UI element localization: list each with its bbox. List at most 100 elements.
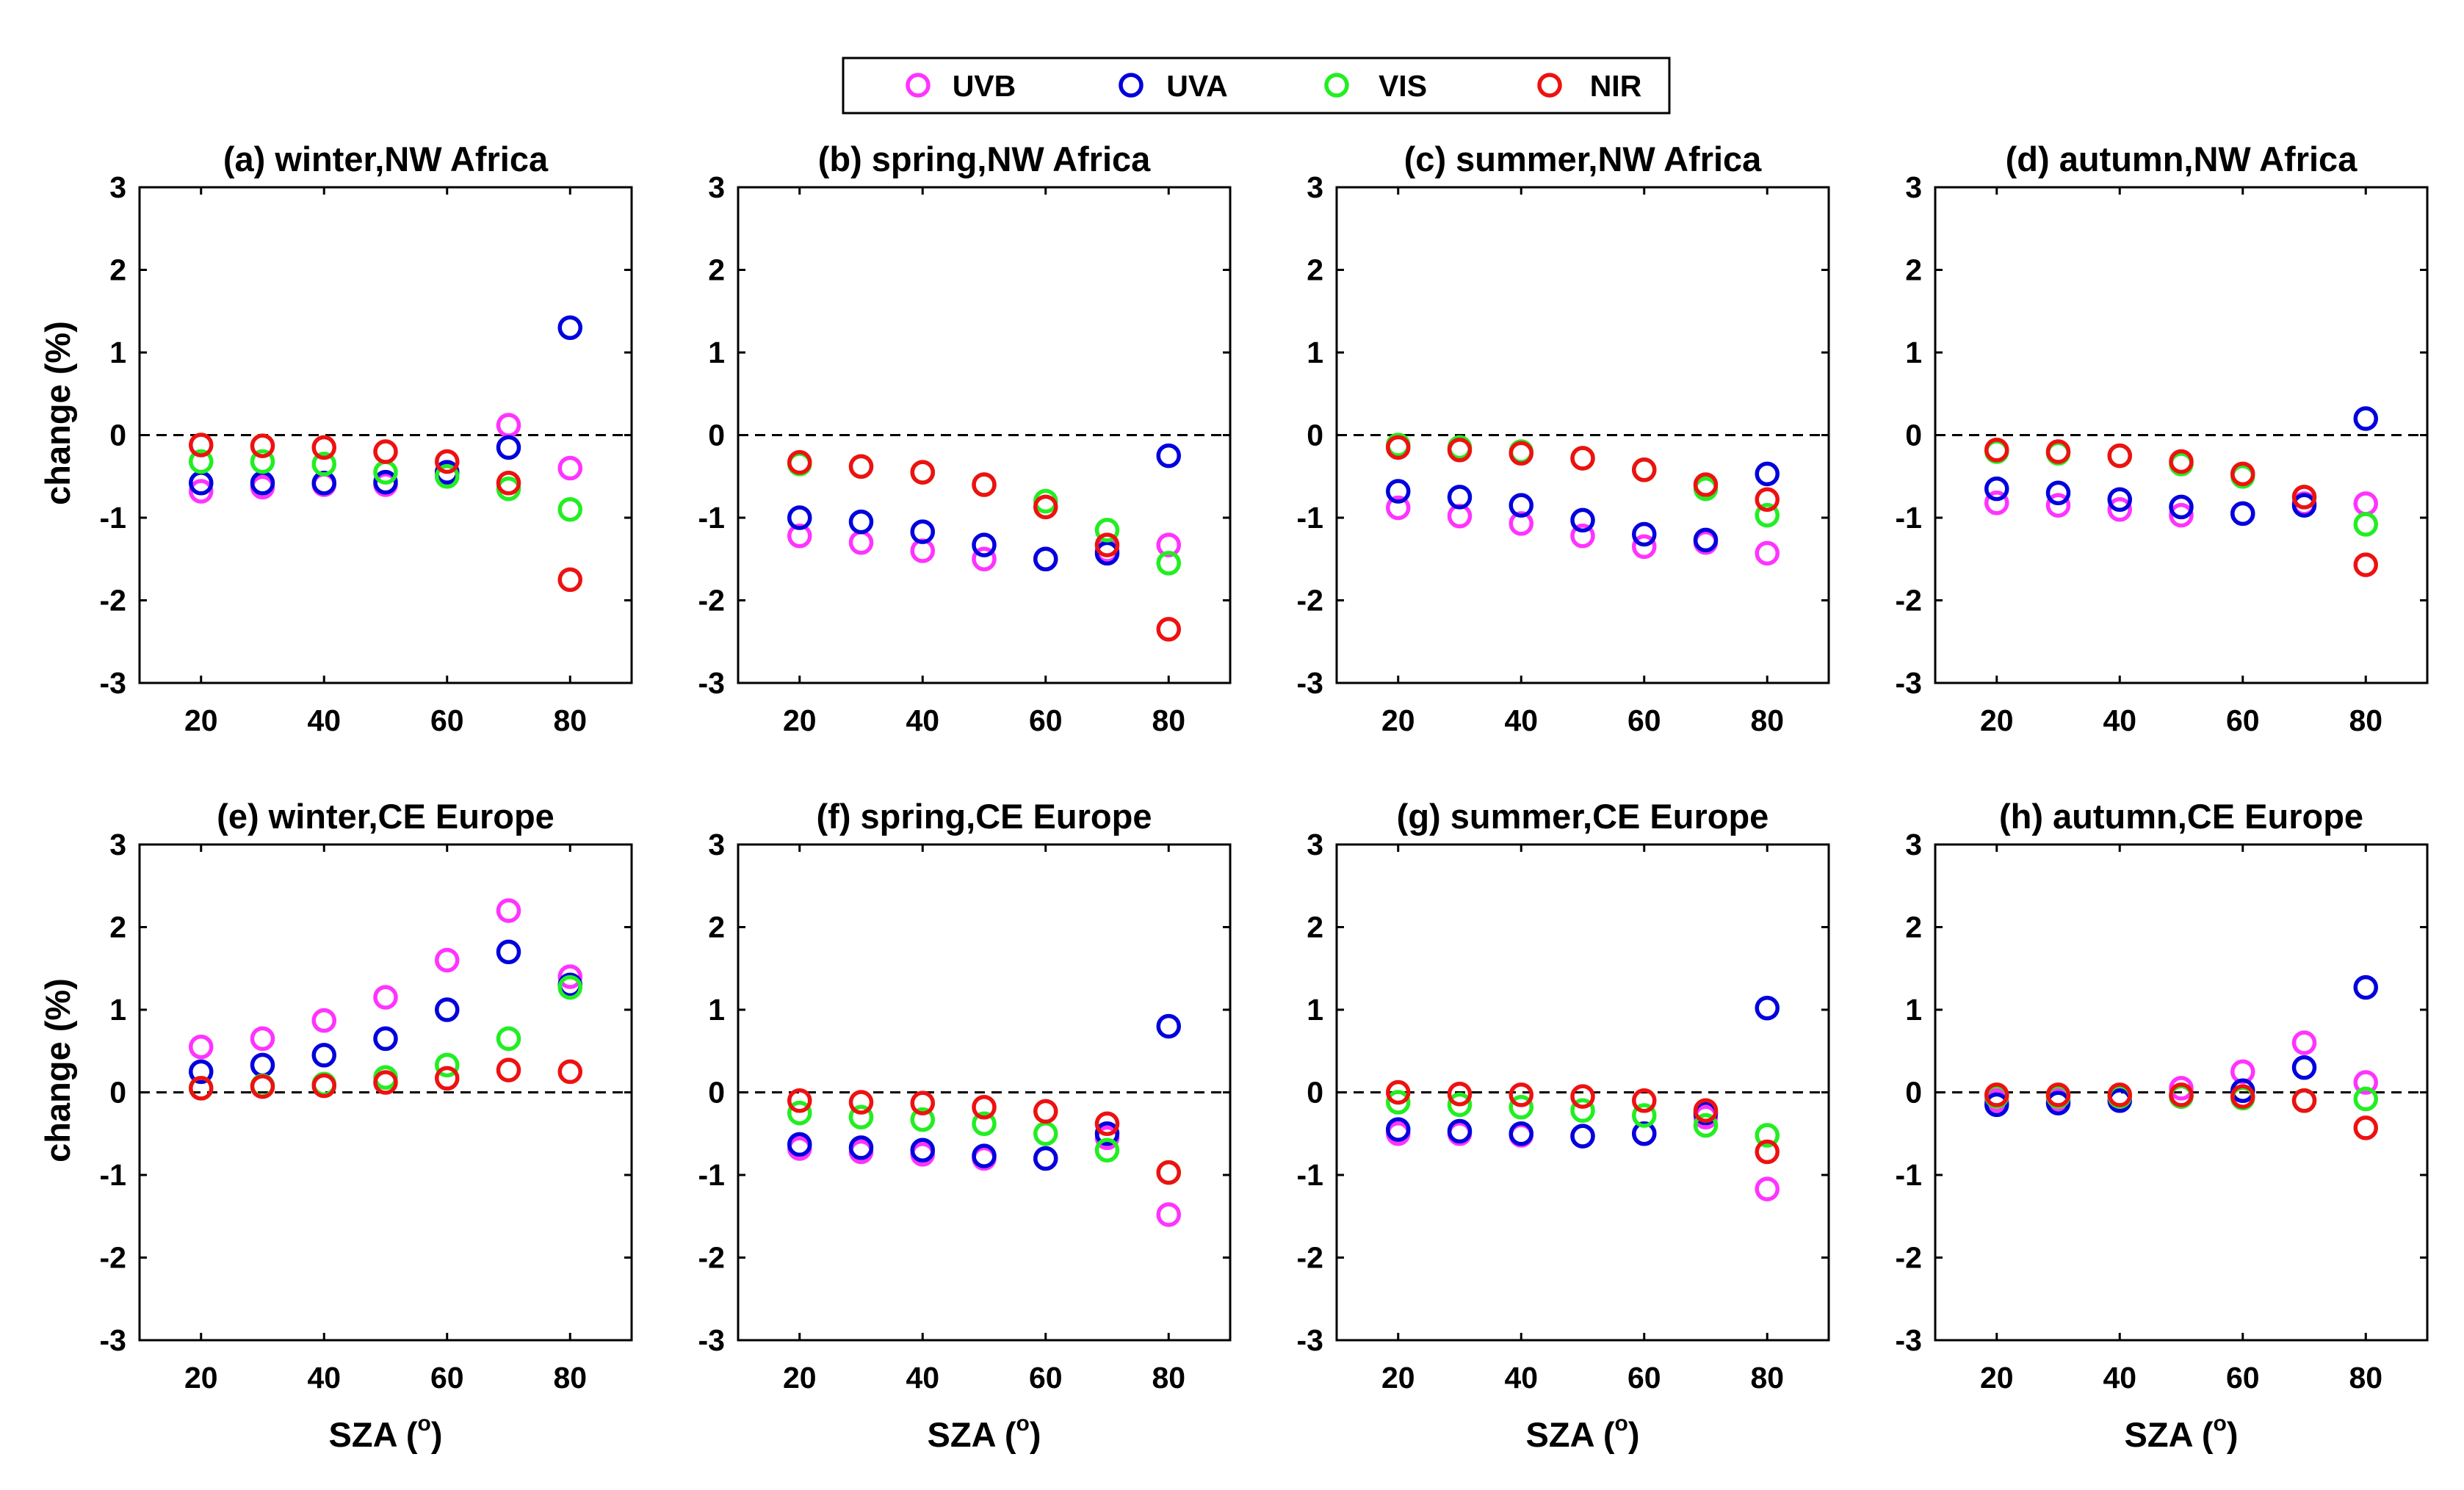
panel-title: (b) spring,NW Africa [818, 140, 1151, 178]
point-vis [1693, 1113, 1719, 1138]
y-tick-label: 0 [1307, 1076, 1323, 1110]
x-tick-label: 40 [906, 1361, 939, 1395]
x-axis-label-end: ) [431, 1415, 443, 1454]
x-tick-label: 60 [430, 704, 464, 737]
legend-label-nir: NIR [1590, 69, 1642, 103]
point-vis [1386, 1090, 1411, 1115]
x-tick-label: 40 [307, 704, 341, 737]
legend-marker-nir [1537, 73, 1562, 98]
point-vis [557, 497, 582, 522]
y-tick-label: -1 [698, 1158, 725, 1192]
x-axis-label-main: SZA ( [928, 1415, 1016, 1454]
point-uva [1755, 996, 1780, 1021]
point-nir [910, 460, 935, 485]
x-tick-label: 40 [906, 704, 939, 737]
point-uva [373, 469, 398, 495]
y-tick-label: -3 [698, 1323, 725, 1357]
point-nir [2353, 552, 2378, 577]
point-uva [787, 1132, 812, 1157]
point-vis [496, 1026, 521, 1052]
y-tick-label: -3 [100, 1323, 126, 1357]
panel-e: 3 2 1 0 -1 -2 -3 20 40 60 80 (e) winter,CE Europe ch… [38, 797, 633, 1454]
y-tick-label: -2 [100, 1241, 126, 1275]
y-tick-label: 3 [708, 170, 725, 204]
point-uvb [2291, 1030, 2317, 1055]
point-uva [972, 1143, 997, 1168]
y-tick-label: -3 [1896, 1323, 1922, 1357]
y-tick-label: -1 [1297, 501, 1323, 535]
point-vis [1509, 1095, 1533, 1120]
point-uvb [557, 455, 582, 481]
x-tick-label: 20 [1381, 704, 1415, 737]
point-uva [1386, 479, 1411, 504]
x-tick-label: 40 [307, 1361, 341, 1395]
point-vis [1755, 502, 1780, 528]
point-uva [1447, 485, 1473, 510]
legend: UVB UVA VIS NIR [842, 57, 1671, 115]
y-tick-label: -3 [698, 666, 725, 700]
degree-symbol: o [2213, 1411, 2226, 1436]
point-nir [1509, 1082, 1533, 1107]
point-uvb [1755, 540, 1780, 566]
point-uva [1094, 540, 1120, 566]
point-nir [2045, 439, 2071, 464]
point-uvb [435, 947, 460, 973]
y-tick-label: 2 [1307, 911, 1323, 944]
point-nir [848, 454, 874, 479]
y-tick-label: 3 [1307, 170, 1323, 204]
y-tick-label: 3 [109, 170, 126, 204]
point-nir [1033, 494, 1058, 520]
point-nir [1755, 1139, 1780, 1165]
panel-b: 3 2 1 0 -1 -2 -3 20 40 60 80 (b) spring,NW Africa [698, 140, 1232, 737]
panel-d: 3 2 1 0 -1 -2 -3 20 40 60 80 (d) autumn,NW Africa [1896, 140, 2429, 737]
legend-label-uva: UVA [1166, 69, 1228, 103]
point-nir [2107, 443, 2132, 469]
x-tick-label: 60 [1627, 704, 1661, 737]
point-uvb [1386, 495, 1411, 521]
x-tick-label: 20 [783, 704, 817, 737]
point-uvb [496, 898, 521, 923]
panel-title: (f) spring,CE Europe [817, 797, 1152, 836]
point-nir [311, 1073, 336, 1099]
y-tick-label: 2 [708, 253, 725, 287]
point-nir [435, 1066, 460, 1091]
point-nir [848, 1090, 874, 1115]
point-uvb [1984, 491, 2009, 516]
panel-h: 3 2 1 0 -1 -2 -3 20 40 60 80 (h) autumn,CE Europe SZ… [1896, 797, 2429, 1454]
y-tick-label: -2 [698, 1241, 725, 1275]
point-nir [2291, 485, 2317, 510]
point-nir [1693, 1098, 1719, 1123]
y-tick-label: 3 [1905, 170, 1922, 204]
point-uva [2045, 480, 2071, 505]
x-axis-label: SZA (o) [1526, 1411, 1640, 1454]
panel-a: 3 2 1 0 -1 -2 -3 20 40 60 80 (a) winter,NW Africa ch… [38, 140, 633, 737]
point-uva [435, 997, 460, 1022]
point-nir [2353, 1115, 2378, 1140]
point-vis [2353, 512, 2378, 537]
point-vis [2353, 1086, 2378, 1112]
point-uva [2169, 494, 2194, 520]
point-uva [1632, 521, 1657, 547]
x-tick-label: 60 [1029, 704, 1063, 737]
point-vis [435, 1052, 460, 1078]
x-tick-label: 80 [1750, 704, 1784, 737]
point-uva [1094, 1121, 1120, 1146]
point-uva [2291, 493, 2317, 518]
point-uva [189, 1059, 214, 1085]
x-tick-label: 20 [1980, 704, 2014, 737]
y-tick-label: 2 [109, 253, 126, 287]
point-vis [189, 449, 214, 474]
x-tick-label: 80 [2349, 704, 2382, 737]
x-tick-label: 80 [2349, 1361, 2382, 1395]
point-uvb [2045, 493, 2071, 518]
point-vis [435, 464, 460, 489]
x-tick-label: 20 [1381, 1361, 1415, 1395]
y-tick-label: -1 [100, 501, 126, 535]
point-uvb [496, 413, 521, 438]
y-tick-label: 1 [109, 336, 126, 369]
point-nir [2045, 1082, 2071, 1107]
y-tick-label: 0 [109, 1076, 126, 1110]
point-uva [1570, 507, 1595, 533]
point-vis [1632, 1103, 1657, 1128]
point-uva [1632, 1121, 1657, 1146]
